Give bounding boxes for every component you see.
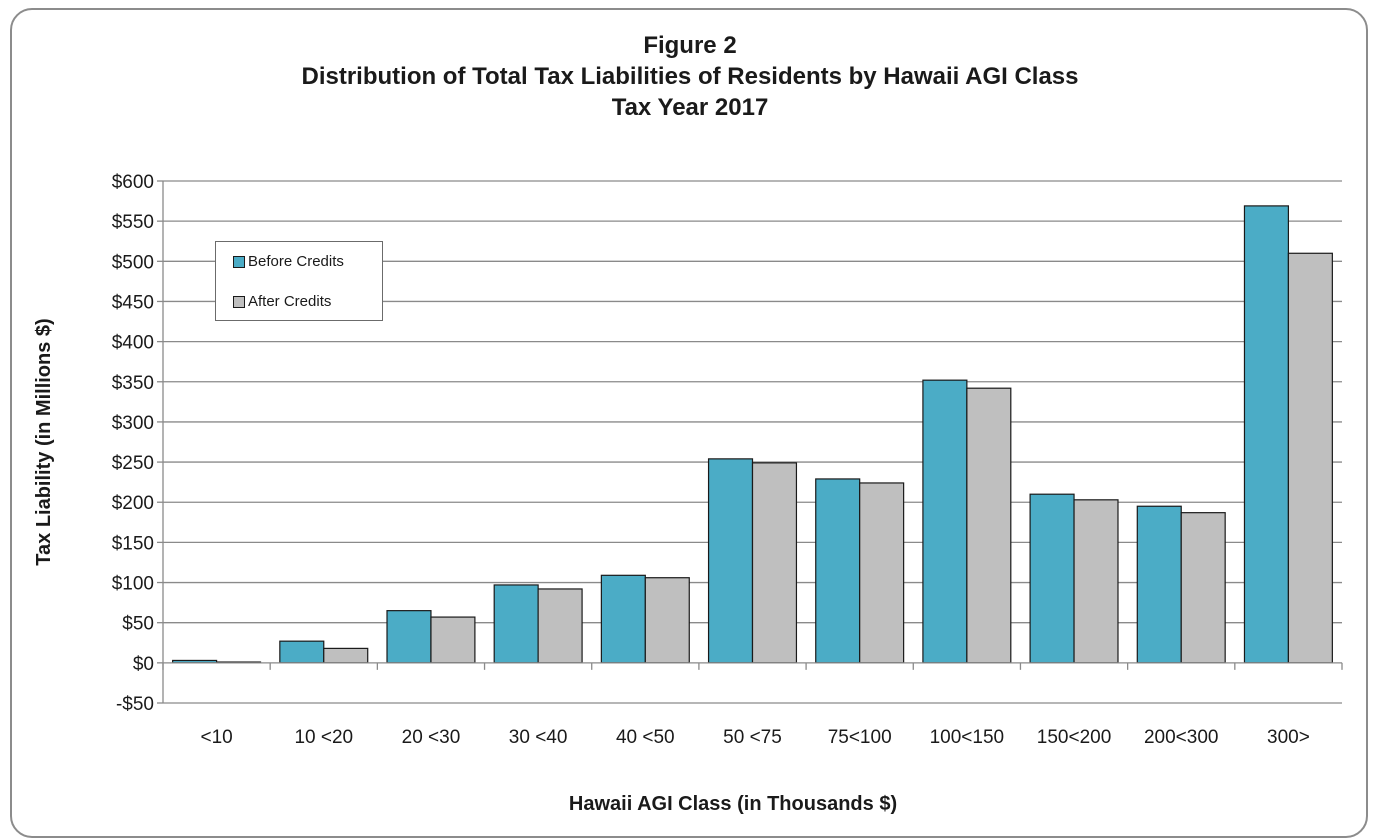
bar-after-credits (323, 647, 369, 664)
legend-item-before-credits: Before Credits (233, 253, 344, 270)
bar-before-credits (707, 458, 754, 664)
y-axis-tick-labels: -$50 $0 $50 $100 $150 $200 $250 $300 $350 $400 $45… (112, 172, 154, 715)
x-tick-label: 75<100 (828, 727, 892, 748)
bar-before-credits (922, 379, 968, 664)
bar-before-credits (493, 584, 539, 664)
bar-after-credits (537, 588, 583, 664)
bar-before-credits (1243, 205, 1290, 664)
axes (162, 181, 1343, 703)
legend-label-after-credits: After Credits (248, 293, 332, 310)
bar-after-credits (1073, 499, 1119, 664)
x-tick-label: 300> (1267, 727, 1310, 748)
legend-label-before-credits: Before Credits (248, 253, 344, 270)
chart-title-line-1: Figure 2 (643, 32, 737, 59)
x-tick-label: 30 <40 (509, 727, 568, 748)
y-tick-label: $100 (112, 574, 154, 595)
x-tick-label: 100<150 (930, 727, 1005, 748)
bar-after-credits (966, 387, 1012, 664)
chart-title-line-2: Distribution of Total Tax Liabilities of… (301, 63, 1079, 90)
y-tick-label: $400 (112, 333, 154, 354)
y-tick-label: $600 (112, 172, 154, 193)
bar-before-credits (815, 478, 861, 664)
x-tick-label: 20 <30 (402, 727, 461, 748)
legend-swatch-before-credits (233, 255, 245, 268)
y-tick-label: $200 (112, 493, 154, 514)
y-tick-label: $300 (112, 413, 154, 434)
bar-after-credits (751, 462, 798, 664)
bar-before-credits (279, 640, 325, 664)
y-axis-title: Tax Liability (in Millions $) (33, 318, 55, 565)
bar-after-credits (859, 482, 905, 664)
bar-after-credits (644, 577, 690, 664)
x-tick-label: 200<300 (1144, 727, 1219, 748)
legend-swatch-after-credits (233, 295, 245, 308)
x-tick-label: 10 <20 (294, 727, 353, 748)
x-axis-title: Hawaii AGI Class (in Thousands $) (569, 793, 897, 815)
y-tick-label: $50 (122, 614, 154, 635)
bar-before-credits (386, 610, 432, 664)
bar-before-credits (1029, 493, 1075, 664)
legend: Before Credits After Credits (215, 241, 383, 321)
legend-item-after-credits: After Credits (233, 293, 331, 310)
bar-after-credits (1287, 252, 1333, 664)
y-tick-label: $250 (112, 453, 154, 474)
bar-after-credits (430, 616, 476, 664)
y-tick-label: $500 (112, 252, 154, 273)
y-tick-label: $0 (133, 654, 154, 675)
chart-title-line-3: Tax Year 2017 (611, 94, 769, 121)
y-tick-label: $450 (112, 292, 154, 313)
bar-before-credits (1136, 505, 1182, 664)
y-tick-label: -$50 (116, 694, 154, 715)
y-tick-label: $550 (112, 212, 154, 233)
x-tick-label: 150<200 (1037, 727, 1112, 748)
chart-title: Figure 2 Distribution of Total Tax Liabi… (0, 30, 1380, 123)
x-tick-label: 40 <50 (616, 727, 675, 748)
x-tick-label: 50 <75 (723, 727, 782, 748)
x-tick-label: <10 (200, 727, 232, 748)
chart-frame (10, 8, 1368, 838)
y-tick-label: $350 (112, 373, 154, 394)
y-tick-label: $150 (112, 533, 154, 554)
bar-before-credits (600, 574, 646, 664)
bar-after-credits (1180, 512, 1226, 664)
x-axis-tick-labels: <10 10 <20 20 <30 30 <40 40 <50 50 <75 75<100 1… (200, 727, 1309, 748)
